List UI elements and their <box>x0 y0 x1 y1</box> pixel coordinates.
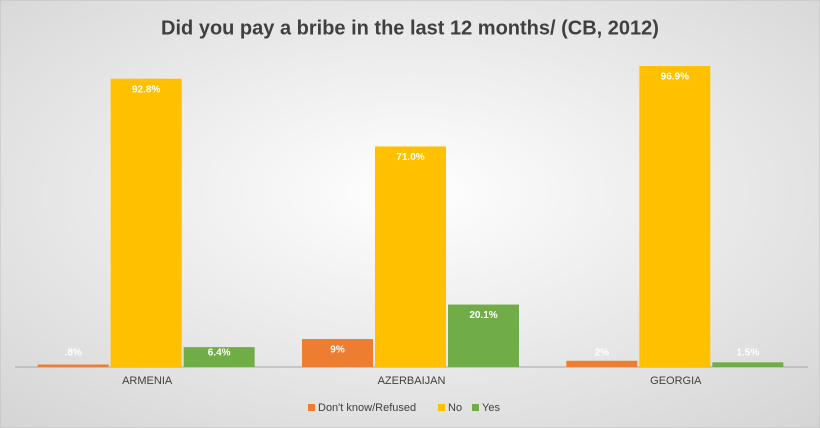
bar <box>37 364 109 367</box>
value-label: 92.8% <box>132 84 160 95</box>
value-label: 20.1% <box>469 310 497 321</box>
chart-title: Did you pay a bribe in the last 12 month… <box>161 17 659 39</box>
bar <box>302 339 373 367</box>
value-label: 71.0% <box>396 152 424 163</box>
bar <box>375 146 446 367</box>
bar <box>448 304 519 367</box>
x-tick-label: GEORGIA <box>650 375 702 387</box>
legend-label: No <box>448 402 462 414</box>
legend-swatch <box>472 404 479 411</box>
bar <box>712 362 784 367</box>
value-label: 2% <box>595 348 610 359</box>
value-label: 96.9% <box>661 72 689 83</box>
value-label: 1.5% <box>736 348 759 359</box>
x-tick-label: ARMENIA <box>122 375 173 387</box>
bar <box>639 66 711 367</box>
legend-swatch <box>438 404 445 411</box>
legend-label: Don't know/Refused <box>318 402 416 414</box>
legend-swatch <box>308 404 315 411</box>
bar <box>110 78 182 367</box>
legend-label: Yes <box>482 402 500 414</box>
bar <box>183 347 255 367</box>
value-label: 6.4% <box>208 348 231 359</box>
x-tick-label: AZERBAIJAN <box>378 375 446 387</box>
bar <box>566 360 638 367</box>
value-label: 9% <box>330 345 345 356</box>
value-label: .8% <box>65 348 82 359</box>
